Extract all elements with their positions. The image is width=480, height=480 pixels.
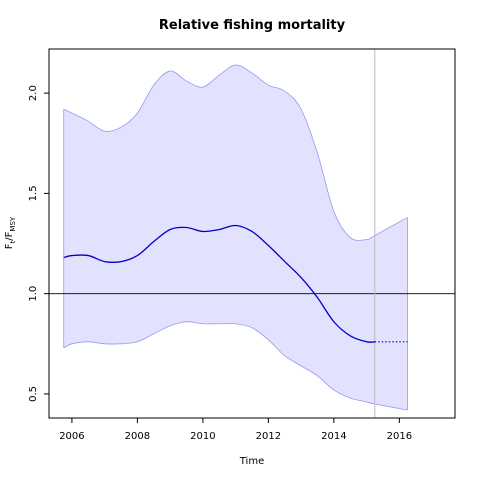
y-tick-label-2.0: 2.0: [28, 85, 39, 101]
x-axis-label: Time: [239, 456, 264, 467]
y-axis-label: Ft/FMSY: [4, 216, 17, 249]
plot-area: [49, 49, 455, 418]
y-tick-label-1.5: 1.5: [28, 185, 39, 201]
y-label-sub2: MSY: [9, 216, 17, 231]
chart-title: Relative fishing mortality: [159, 18, 346, 33]
confidence-band: [63, 65, 408, 410]
confidence-band-upper: [63, 64, 408, 241]
x-tick-label-2012: 2012: [256, 431, 281, 442]
x-tick-label-2008: 2008: [125, 431, 150, 442]
plot-frame: [48, 48, 456, 419]
x-tick-label-2006: 2006: [59, 431, 84, 442]
y-tick-label-1.0: 1.0: [28, 286, 39, 302]
y-label-sub1: t: [9, 240, 17, 243]
confidence-band-lower: [63, 321, 408, 411]
y-label-main: F: [4, 243, 15, 249]
series-estimate: [63, 224, 375, 343]
y-tick-label-0.5: 0.5: [28, 386, 39, 402]
x-tick-label-2014: 2014: [321, 431, 346, 442]
y-label-sep: /F: [4, 231, 15, 240]
svg-text:Ft/FMSY: Ft/FMSY: [4, 216, 17, 249]
x-tick-label-2016: 2016: [387, 431, 412, 442]
axes: 2006 2008 2010 2012 2014 2016 0.5 1.0 1.5 2.0: [28, 85, 412, 442]
x-tick-label-2010: 2010: [190, 431, 215, 442]
